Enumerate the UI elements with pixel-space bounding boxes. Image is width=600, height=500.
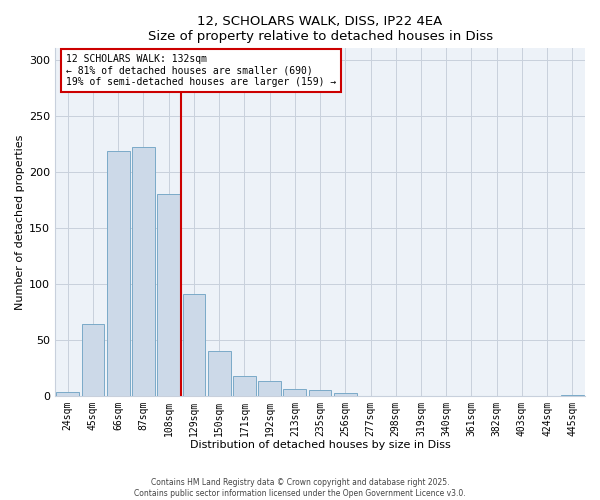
Bar [82,324,104,396]
Bar [157,194,180,396]
Bar [132,147,155,396]
Text: 12 SCHOLARS WALK: 132sqm
← 81% of detached houses are smaller (690)
19% of semi-: 12 SCHOLARS WALK: 132sqm ← 81% of detach… [66,54,336,86]
Bar [107,152,130,396]
Bar [182,294,205,396]
Bar [208,351,230,396]
Bar [233,376,256,396]
Bar [309,390,331,396]
Bar [283,389,306,396]
Y-axis label: Number of detached properties: Number of detached properties [15,134,25,310]
Bar [258,381,281,396]
Title: 12, SCHOLARS WALK, DISS, IP22 4EA
Size of property relative to detached houses i: 12, SCHOLARS WALK, DISS, IP22 4EA Size o… [148,15,493,43]
Bar [334,394,356,396]
X-axis label: Distribution of detached houses by size in Diss: Distribution of detached houses by size … [190,440,451,450]
Text: Contains HM Land Registry data © Crown copyright and database right 2025.
Contai: Contains HM Land Registry data © Crown c… [134,478,466,498]
Bar [561,394,584,396]
Bar [56,392,79,396]
